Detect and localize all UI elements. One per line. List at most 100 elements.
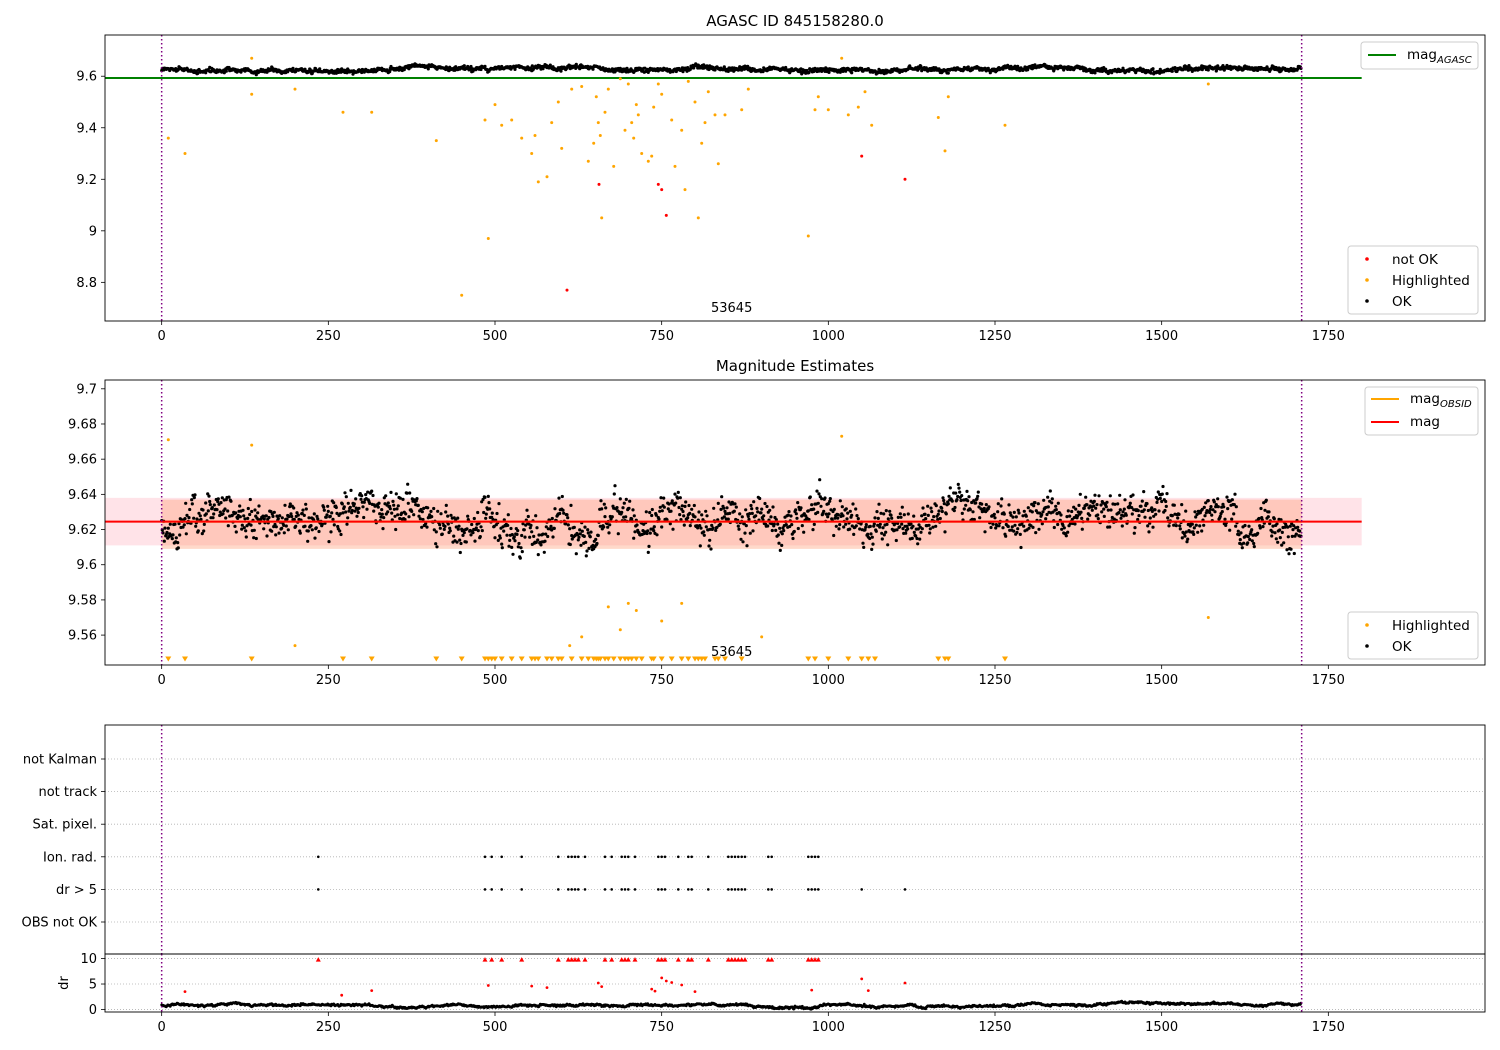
flag-point	[603, 855, 607, 859]
point-ok	[549, 524, 553, 529]
point-ok	[1080, 527, 1084, 531]
point-ok	[950, 499, 954, 503]
point-ok	[1224, 523, 1228, 528]
panel2-frame	[104, 379, 1486, 666]
point-ok	[1117, 510, 1121, 515]
point-ok	[989, 525, 993, 530]
point-highlighted	[603, 110, 607, 114]
point-not-ok	[903, 177, 907, 181]
point-ok	[525, 508, 529, 512]
point-ok	[380, 512, 384, 516]
point-ok	[462, 64, 466, 68]
point-ok	[543, 539, 547, 543]
point-ok	[1163, 508, 1167, 513]
point-ok	[1287, 552, 1291, 556]
point-ok	[1184, 530, 1188, 534]
point-ok	[987, 505, 991, 509]
point-ok	[937, 509, 941, 513]
point-ok	[780, 543, 784, 548]
point-ok	[288, 505, 292, 509]
point-ok	[1294, 532, 1298, 536]
point-highlighted	[813, 108, 817, 112]
point-highlighted	[673, 164, 677, 168]
point-ok	[347, 509, 351, 513]
panel2-title: Magnitude Estimates	[716, 357, 874, 375]
point-ok	[662, 505, 666, 509]
point-ok	[630, 517, 634, 521]
point-ok	[977, 505, 981, 509]
point-ok	[476, 529, 480, 533]
point-ok	[464, 540, 468, 544]
point-ok	[1210, 513, 1214, 517]
point-ok	[1094, 506, 1098, 510]
point-ok	[621, 506, 625, 510]
x-tick-label: 0	[158, 329, 166, 344]
point-ok	[372, 509, 376, 513]
point-ok	[1152, 514, 1156, 518]
point-ok	[243, 517, 247, 521]
point-ok	[851, 502, 855, 506]
point-ok	[401, 497, 405, 501]
point-ok	[658, 505, 662, 509]
point-ok	[578, 528, 582, 532]
point-ok	[966, 499, 970, 503]
point-ok	[1086, 517, 1090, 521]
point-ok	[558, 511, 562, 516]
point-ok	[298, 531, 302, 535]
point-highlighted	[703, 121, 707, 125]
point-ok	[267, 515, 271, 520]
point-ok	[1108, 525, 1112, 529]
point-ok	[927, 523, 931, 527]
point-ok	[362, 500, 366, 504]
point-ok	[906, 527, 910, 531]
point-ok	[365, 507, 369, 511]
point-ok	[886, 543, 890, 547]
point-ok	[885, 522, 889, 527]
y-tick-label: 9.66	[68, 453, 97, 468]
point-ok	[778, 548, 782, 553]
point-ok	[1290, 534, 1294, 539]
point-highlighted	[606, 605, 610, 609]
point-ok	[928, 531, 932, 535]
point-ok	[346, 501, 350, 505]
point-ok	[832, 507, 836, 511]
point-ok	[283, 503, 287, 507]
point-highlighted	[806, 234, 810, 238]
point-ok	[1200, 529, 1204, 533]
highlighted-lower-limit-marker	[182, 656, 188, 662]
point-ok	[722, 515, 726, 519]
point-ok	[650, 507, 654, 512]
point-highlighted	[650, 154, 654, 158]
point-ok	[512, 535, 516, 539]
point-ok	[915, 536, 919, 541]
point-ok	[1032, 504, 1036, 508]
point-ok	[808, 495, 812, 499]
point-ok	[832, 533, 836, 538]
point-ok	[366, 490, 370, 494]
point-ok	[1140, 499, 1144, 503]
point-ok	[536, 553, 540, 557]
point-ok	[872, 522, 876, 526]
point-ok	[1285, 548, 1289, 552]
point-ok	[702, 533, 706, 537]
point-ok	[421, 517, 425, 522]
legend-line-label-main: mag	[1407, 47, 1437, 63]
highlighted-lower-limit-marker	[610, 656, 617, 662]
point-highlighted	[863, 90, 867, 94]
point-ok	[740, 515, 744, 519]
point-ok	[912, 514, 916, 518]
dr-point-ok	[862, 1002, 866, 1006]
point-ok	[301, 508, 305, 512]
point-ok	[1194, 515, 1198, 519]
point-ok	[307, 516, 311, 520]
point-ok	[840, 505, 844, 509]
point-ok	[378, 512, 382, 516]
point-ok	[211, 516, 215, 520]
point-highlighted	[560, 146, 564, 150]
flag-point	[573, 888, 577, 891]
point-ok	[956, 482, 960, 486]
point-ok	[1216, 505, 1220, 509]
point-ok	[246, 506, 250, 511]
panel1-frame	[104, 34, 1486, 322]
point-ok	[440, 532, 444, 536]
